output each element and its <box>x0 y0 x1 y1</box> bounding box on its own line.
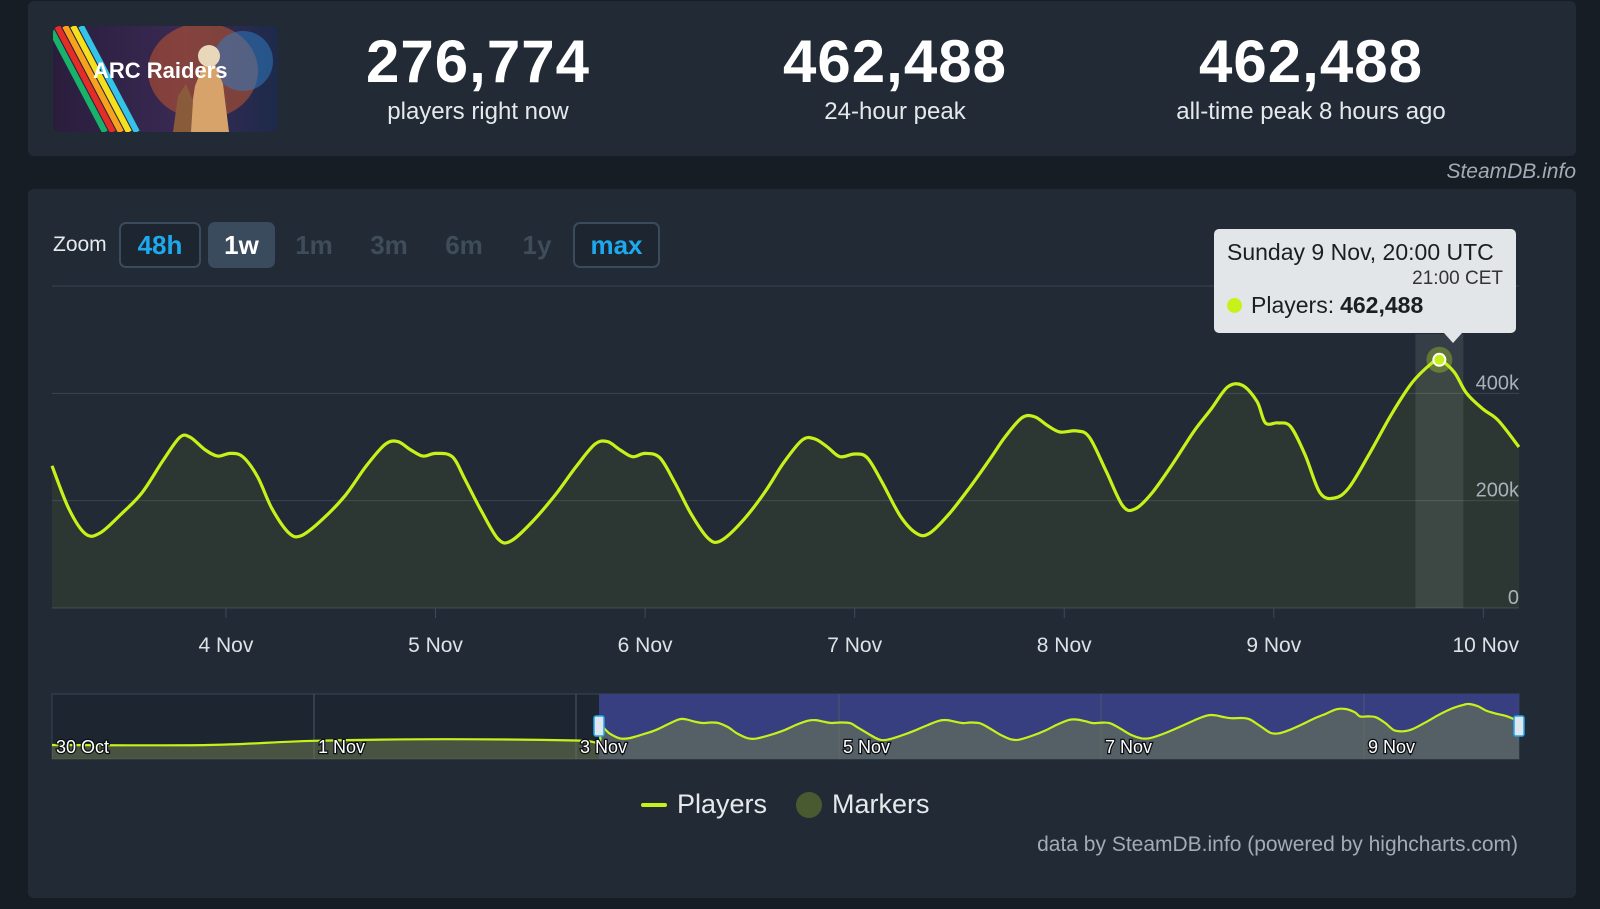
navigator-tick-label: 1 Nov <box>318 737 365 757</box>
players-line[interactable] <box>50 357 1521 545</box>
x-tick-label: 7 Nov <box>827 634 882 657</box>
navigator-tick-label: 7 Nov <box>1105 737 1152 757</box>
x-tick-label: 5 Nov <box>408 634 463 657</box>
legend-label: Players <box>677 789 768 819</box>
navigator-handle <box>593 715 605 737</box>
x-tick-label: 4 Nov <box>199 634 254 657</box>
stat-value: 276,774 <box>366 28 590 95</box>
x-tick-label: 8 Nov <box>1037 634 1092 657</box>
zoom-1m-button[interactable]: 1m <box>295 229 333 260</box>
zoom-6m-button[interactable]: 6m <box>445 229 483 260</box>
stat-value: 462,488 <box>1199 28 1423 95</box>
zoom-3m-button[interactable]: 3m <box>370 229 408 260</box>
zoom-48h-button[interactable]: 48h <box>119 222 201 268</box>
game-logo-text: ARC Raiders <box>93 58 227 83</box>
chart-tooltip: Sunday 9 Nov, 20:00 UTC 21:00 CET Player… <box>1214 229 1516 343</box>
steamdb-credit-link[interactable]: SteamDB.info <box>1446 160 1576 183</box>
game-logo[interactable]: ARC Raiders <box>53 26 278 132</box>
tooltip-value: 462,488 <box>1340 292 1424 318</box>
zoom-1y-button[interactable]: 1y <box>522 229 552 260</box>
stat-label: 24-hour peak <box>824 98 966 125</box>
x-tick-label: 10 Nov <box>1452 634 1519 657</box>
navigator-handle <box>1513 715 1525 737</box>
y-axis-ticks: 0 200k 400k <box>1476 372 1520 609</box>
range-navigator[interactable]: 30 Oct 1 Nov 3 Nov 5 Nov 7 Nov 9 Nov <box>51 693 1525 760</box>
stat-current-players: 276,774 players right now <box>298 27 658 127</box>
y-tick-label: 0 <box>1508 587 1519 609</box>
tooltip-series-name: Players: <box>1251 292 1335 318</box>
chart-legend: Players Markers <box>28 789 1576 829</box>
stat-label: players right now <box>387 98 569 125</box>
data-credit-link[interactable]: data by SteamDB.info (powered by highcha… <box>1037 833 1518 856</box>
stat-all-time-peak: 462,488 all-time peak 8 hours ago <box>1131 27 1491 127</box>
legend-item-players[interactable]: Players <box>641 789 767 820</box>
line-swatch-icon <box>641 802 667 807</box>
stat-label: all-time peak 8 hours ago <box>1176 98 1446 125</box>
stats-panel: ARC Raiders 276,774 players right now 46… <box>28 1 1576 156</box>
x-tick-label: 6 Nov <box>618 634 673 657</box>
legend-label: Markers <box>832 789 930 819</box>
x-tick-label: 9 Nov <box>1246 634 1301 657</box>
game-logo-art: ARC Raiders <box>53 26 278 132</box>
hover-band <box>1415 334 1464 608</box>
navigator-tick-label: 9 Nov <box>1368 737 1415 757</box>
navigator-tick-label: 5 Nov <box>843 737 890 757</box>
players-area <box>52 359 1519 608</box>
marker-swatch-icon <box>796 791 822 818</box>
stat-value: 462,488 <box>783 28 1007 95</box>
navigator-tick-label: 30 Oct <box>56 737 109 757</box>
series-dot-icon <box>1227 298 1242 313</box>
navigator-tick-label: 3 Nov <box>580 737 627 757</box>
peak-marker <box>1426 346 1453 373</box>
zoom-max-button[interactable]: max <box>573 222 660 268</box>
x-axis-ticks: 4 Nov 5 Nov 6 Nov 7 Nov 8 Nov 9 Nov 10 Nov <box>199 608 1519 657</box>
tooltip-series-row: Players: 462,488 <box>1227 292 1503 319</box>
player-count-chart[interactable]: 0 200k 400k 4 Nov 5 Nov 6 Nov 7 Nov 8 Nov 9 Nov… <box>28 189 1576 789</box>
tooltip-local-time: 21:00 CET <box>1412 268 1503 289</box>
navigator-line <box>51 702 1520 747</box>
zoom-1w-button[interactable]: 1w <box>208 222 275 268</box>
zoom-label: Zoom <box>53 233 107 256</box>
stat-24h-peak: 462,488 24-hour peak <box>715 27 1075 127</box>
peak-point <box>1432 352 1447 367</box>
legend-item-markers[interactable]: Markers <box>796 789 930 820</box>
y-tick-label: 200k <box>1476 480 1520 502</box>
navigator-area <box>52 703 1519 759</box>
tooltip-date: Sunday 9 Nov, 20:00 UTC <box>1227 239 1494 265</box>
chart-panel: Zoom 48h 1w 1m 3m 6m 1y max 0 200k 400k 4 … <box>28 189 1576 898</box>
y-tick-label: 400k <box>1476 372 1520 394</box>
